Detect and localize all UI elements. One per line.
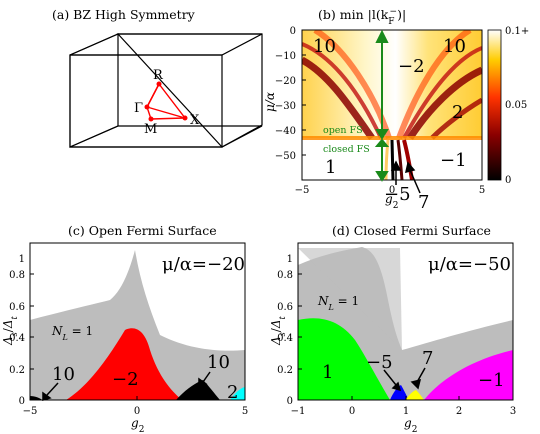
panel-d-title: (d) Closed Fermi Surface (332, 223, 491, 238)
panel-b: (b) min |l(kF−)| (263, 7, 529, 213)
region-cyan (230, 387, 245, 400)
xtick: −5 (23, 406, 38, 417)
panel-c-arrows (42, 371, 211, 401)
closed-fs-label: closed FS (323, 144, 370, 155)
region-label: −1 (478, 370, 505, 391)
region-label: 10 (443, 36, 466, 57)
xtick: 5 (242, 406, 248, 417)
ytick: 0.2 (277, 365, 293, 376)
label-m: M (144, 122, 157, 137)
panel-c-ylabel: Δs/Δt (1, 316, 19, 347)
region-label: 2 (452, 102, 463, 123)
region-label: 1 (325, 157, 336, 178)
point-gamma (144, 104, 150, 110)
heatmap-ticks (302, 29, 393, 180)
xtick: 0 (389, 185, 395, 196)
xtick: 0 (134, 406, 140, 417)
bz-path (145, 82, 187, 120)
panel-d-nl: NL = 1 (317, 294, 359, 312)
ytick: 0 (287, 396, 293, 407)
ytick: −40 (275, 126, 296, 137)
label-r: R (153, 68, 164, 83)
xtick: −5 (295, 185, 310, 196)
ytick: −10 (275, 51, 296, 62)
region-label: 2 (227, 382, 238, 403)
ytick: 0.8 (277, 270, 293, 281)
ytick: 1 (287, 254, 293, 265)
xtick: 2 (456, 406, 462, 417)
panel-b-title: (b) min |l(kF−)| (318, 7, 406, 27)
panel-d-xlabel: g2 (404, 416, 417, 434)
region-green (298, 318, 390, 400)
panel-c-note: μ/α=−20 (162, 254, 245, 275)
ytick: 0 (290, 26, 296, 37)
panel-c-title: (c) Open Fermi Surface (68, 223, 217, 238)
region-label: −1 (440, 150, 467, 171)
ytick: −50 (275, 151, 296, 162)
region-label: −5 (384, 184, 411, 205)
arrows (390, 160, 421, 194)
panel-b-ylabel: μ/α (263, 92, 277, 112)
ytick: 0.4 (9, 333, 25, 344)
colorbar-tick: 0.05 (505, 100, 527, 111)
ytick: 1 (19, 254, 25, 265)
region-label: 10 (52, 364, 75, 385)
region-label: 1 (322, 362, 333, 383)
panel-c-ticks (30, 242, 138, 401)
label-gamma: Γ (134, 101, 143, 116)
region-gray (30, 250, 245, 400)
colorbar-tick: 0.1+ (505, 26, 529, 37)
xtick: 5 (479, 185, 485, 196)
region-label: −2 (112, 369, 139, 390)
fs-arrows (374, 29, 390, 182)
bz-cube (69, 33, 263, 148)
point-x (182, 115, 188, 121)
panel-c: (c) Open Fermi Surface 0 0.2 0.4 0.6 0.8… (1, 223, 248, 434)
open-fs-label: open FS (323, 125, 363, 136)
xtick: 3 (510, 406, 516, 417)
xtick: 0 (349, 406, 355, 417)
region-label: 10 (313, 36, 336, 57)
region-label: 10 (207, 352, 230, 373)
colorbar (487, 29, 502, 181)
ytick: 0.2 (9, 365, 25, 376)
point-m (148, 116, 154, 122)
panel-b-xlabel: g2 (385, 192, 398, 211)
xtick: 1 (403, 406, 409, 417)
panel-d-arrows (383, 367, 426, 392)
panel-a-title: (a) BZ High Symmetry (52, 7, 196, 22)
panel-a: (a) BZ High Symmetry R Γ X M (52, 7, 263, 148)
region-label: 7 (422, 348, 433, 369)
panel-c-nl: NL = 1 (51, 324, 93, 342)
ytick: −20 (275, 76, 296, 87)
region-gray-upper (298, 248, 402, 350)
ytick: 0 (19, 396, 25, 407)
bz-points (144, 81, 188, 122)
region-blue (390, 385, 409, 400)
panel-d-ticks (298, 273, 460, 401)
ytick: 0.8 (9, 270, 25, 281)
xtick: −1 (291, 406, 306, 417)
region-black (176, 380, 220, 400)
ytick: 0.4 (277, 333, 293, 344)
panel-d-note: μ/α=−50 (428, 254, 511, 275)
point-r (156, 81, 162, 87)
region-label: −2 (398, 56, 425, 77)
region-magenta (424, 350, 513, 400)
region-black-left (30, 396, 42, 400)
region-label: 7 (418, 192, 429, 213)
region-label: −5 (366, 352, 393, 373)
ytick: 0.6 (9, 302, 25, 313)
panel-d: (d) Closed Fermi Surface 0 0.2 0.4 0.6 0… (269, 223, 516, 434)
heatmap (302, 30, 482, 180)
ytick: −30 (275, 101, 296, 112)
panel-d-ylabel: Δs/Δt (269, 316, 287, 347)
region-yellow (405, 390, 424, 400)
region-red (66, 328, 182, 400)
colorbar-tick: 0 (505, 175, 511, 186)
label-x: X (190, 113, 200, 128)
panel-c-xlabel: g2 (131, 416, 144, 434)
ytick: 0.6 (277, 302, 293, 313)
